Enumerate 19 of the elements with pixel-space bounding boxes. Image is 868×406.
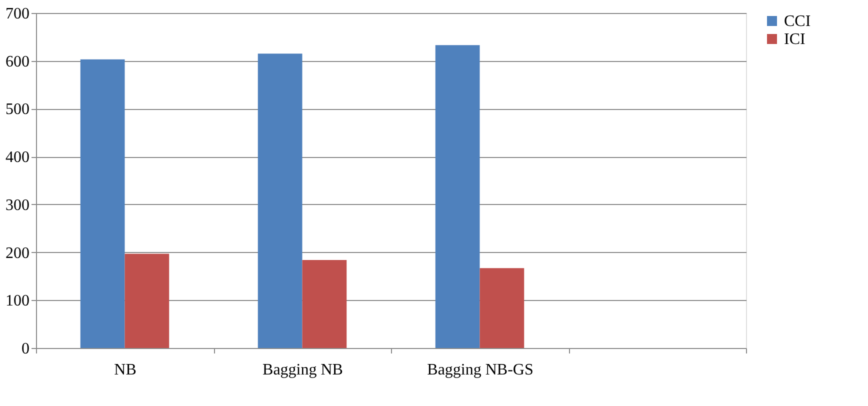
y-tick-label: 700 [6,6,30,22]
y-tick-label: 100 [6,292,30,310]
x-tick-label: Bagging NB [262,362,343,378]
y-tick-label: 300 [6,196,30,214]
bar [480,268,524,348]
y-tick-label: 0 [22,340,30,358]
bar [258,54,302,348]
bar [80,59,125,348]
x-tick-label: Bagging NB-GS [427,362,534,378]
y-tick-label: 600 [6,53,30,70]
bar [124,254,170,348]
x-tick-label: NB [114,362,136,378]
y-tick-label: 500 [6,101,30,118]
legend-label: CCI [784,13,811,30]
bar [435,45,480,348]
bar [302,260,347,348]
y-tick-label: 400 [6,149,30,166]
y-tick-label: 200 [6,244,30,262]
legend-label: ICI [784,31,806,48]
